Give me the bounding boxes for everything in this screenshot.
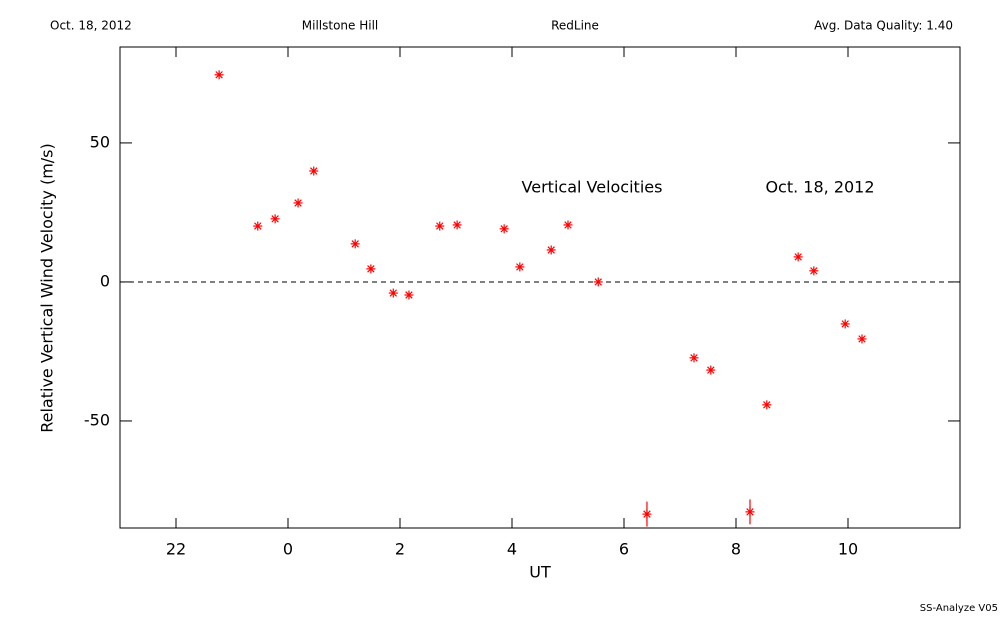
data-point bbox=[309, 166, 319, 176]
marker-stroke bbox=[310, 167, 318, 175]
marker-stroke bbox=[215, 71, 223, 79]
marker-stroke bbox=[858, 335, 866, 343]
marker-stroke bbox=[453, 221, 461, 229]
data-point bbox=[214, 70, 224, 80]
y-axis-label: Relative Vertical Wind Velocity (m/s) bbox=[38, 143, 57, 433]
marker-stroke bbox=[367, 265, 375, 273]
footer: SS-Analyze V05 bbox=[920, 603, 998, 614]
data-point bbox=[253, 221, 263, 231]
data-point bbox=[435, 221, 445, 231]
x-tick-label: 4 bbox=[507, 540, 517, 559]
plot-frame bbox=[119, 46, 961, 529]
header-site: Millstone Hill bbox=[302, 19, 378, 33]
y-tick-label: -50 bbox=[84, 410, 110, 429]
data-point bbox=[515, 262, 525, 272]
data-point bbox=[350, 239, 360, 249]
marker-stroke bbox=[405, 291, 413, 299]
marker-stroke bbox=[351, 240, 359, 248]
data-point bbox=[563, 220, 573, 230]
data-point bbox=[706, 365, 716, 375]
data-point bbox=[762, 400, 772, 410]
data-point bbox=[840, 319, 850, 329]
data-point bbox=[593, 277, 603, 287]
annotation: Vertical Velocities bbox=[522, 178, 663, 197]
x-axis-label: UT bbox=[529, 563, 551, 582]
data-point bbox=[809, 266, 819, 276]
marker-stroke bbox=[594, 278, 602, 286]
data-point bbox=[689, 353, 699, 363]
marker-stroke bbox=[547, 246, 555, 254]
data-point bbox=[388, 288, 398, 298]
data-point bbox=[499, 224, 509, 234]
data-point bbox=[293, 198, 303, 208]
data-point bbox=[270, 214, 280, 224]
marker-stroke bbox=[841, 320, 849, 328]
marker-stroke bbox=[763, 401, 771, 409]
marker-stroke bbox=[436, 222, 444, 230]
marker-stroke bbox=[810, 267, 818, 275]
marker-stroke bbox=[294, 199, 302, 207]
data-point bbox=[366, 264, 376, 274]
marker-stroke bbox=[516, 263, 524, 271]
header-line: RedLine bbox=[551, 19, 599, 33]
data-point bbox=[452, 220, 462, 230]
x-tick-label: 8 bbox=[731, 540, 741, 559]
data-point bbox=[404, 290, 414, 300]
x-tick-label: 22 bbox=[166, 540, 186, 559]
header-date: Oct. 18, 2012 bbox=[50, 19, 132, 33]
marker-stroke bbox=[707, 366, 715, 374]
header-quality: Avg. Data Quality: 1.40 bbox=[814, 19, 953, 33]
marker-stroke bbox=[564, 221, 572, 229]
annotation: Oct. 18, 2012 bbox=[765, 178, 874, 197]
marker-stroke bbox=[500, 225, 508, 233]
marker-stroke bbox=[794, 253, 802, 261]
x-tick-label: 0 bbox=[283, 540, 293, 559]
marker-stroke bbox=[690, 354, 698, 362]
marker-stroke bbox=[389, 289, 398, 297]
data-point bbox=[793, 252, 803, 262]
y-tick-label: 0 bbox=[100, 271, 110, 290]
x-tick-label: 2 bbox=[395, 540, 405, 559]
y-tick-label: 50 bbox=[90, 132, 110, 151]
x-tick-label: 10 bbox=[838, 540, 858, 559]
marker-stroke bbox=[254, 222, 262, 230]
data-point bbox=[857, 334, 867, 344]
marker-stroke bbox=[271, 215, 279, 223]
x-tick-label: 6 bbox=[619, 540, 629, 559]
data-point bbox=[546, 245, 556, 255]
